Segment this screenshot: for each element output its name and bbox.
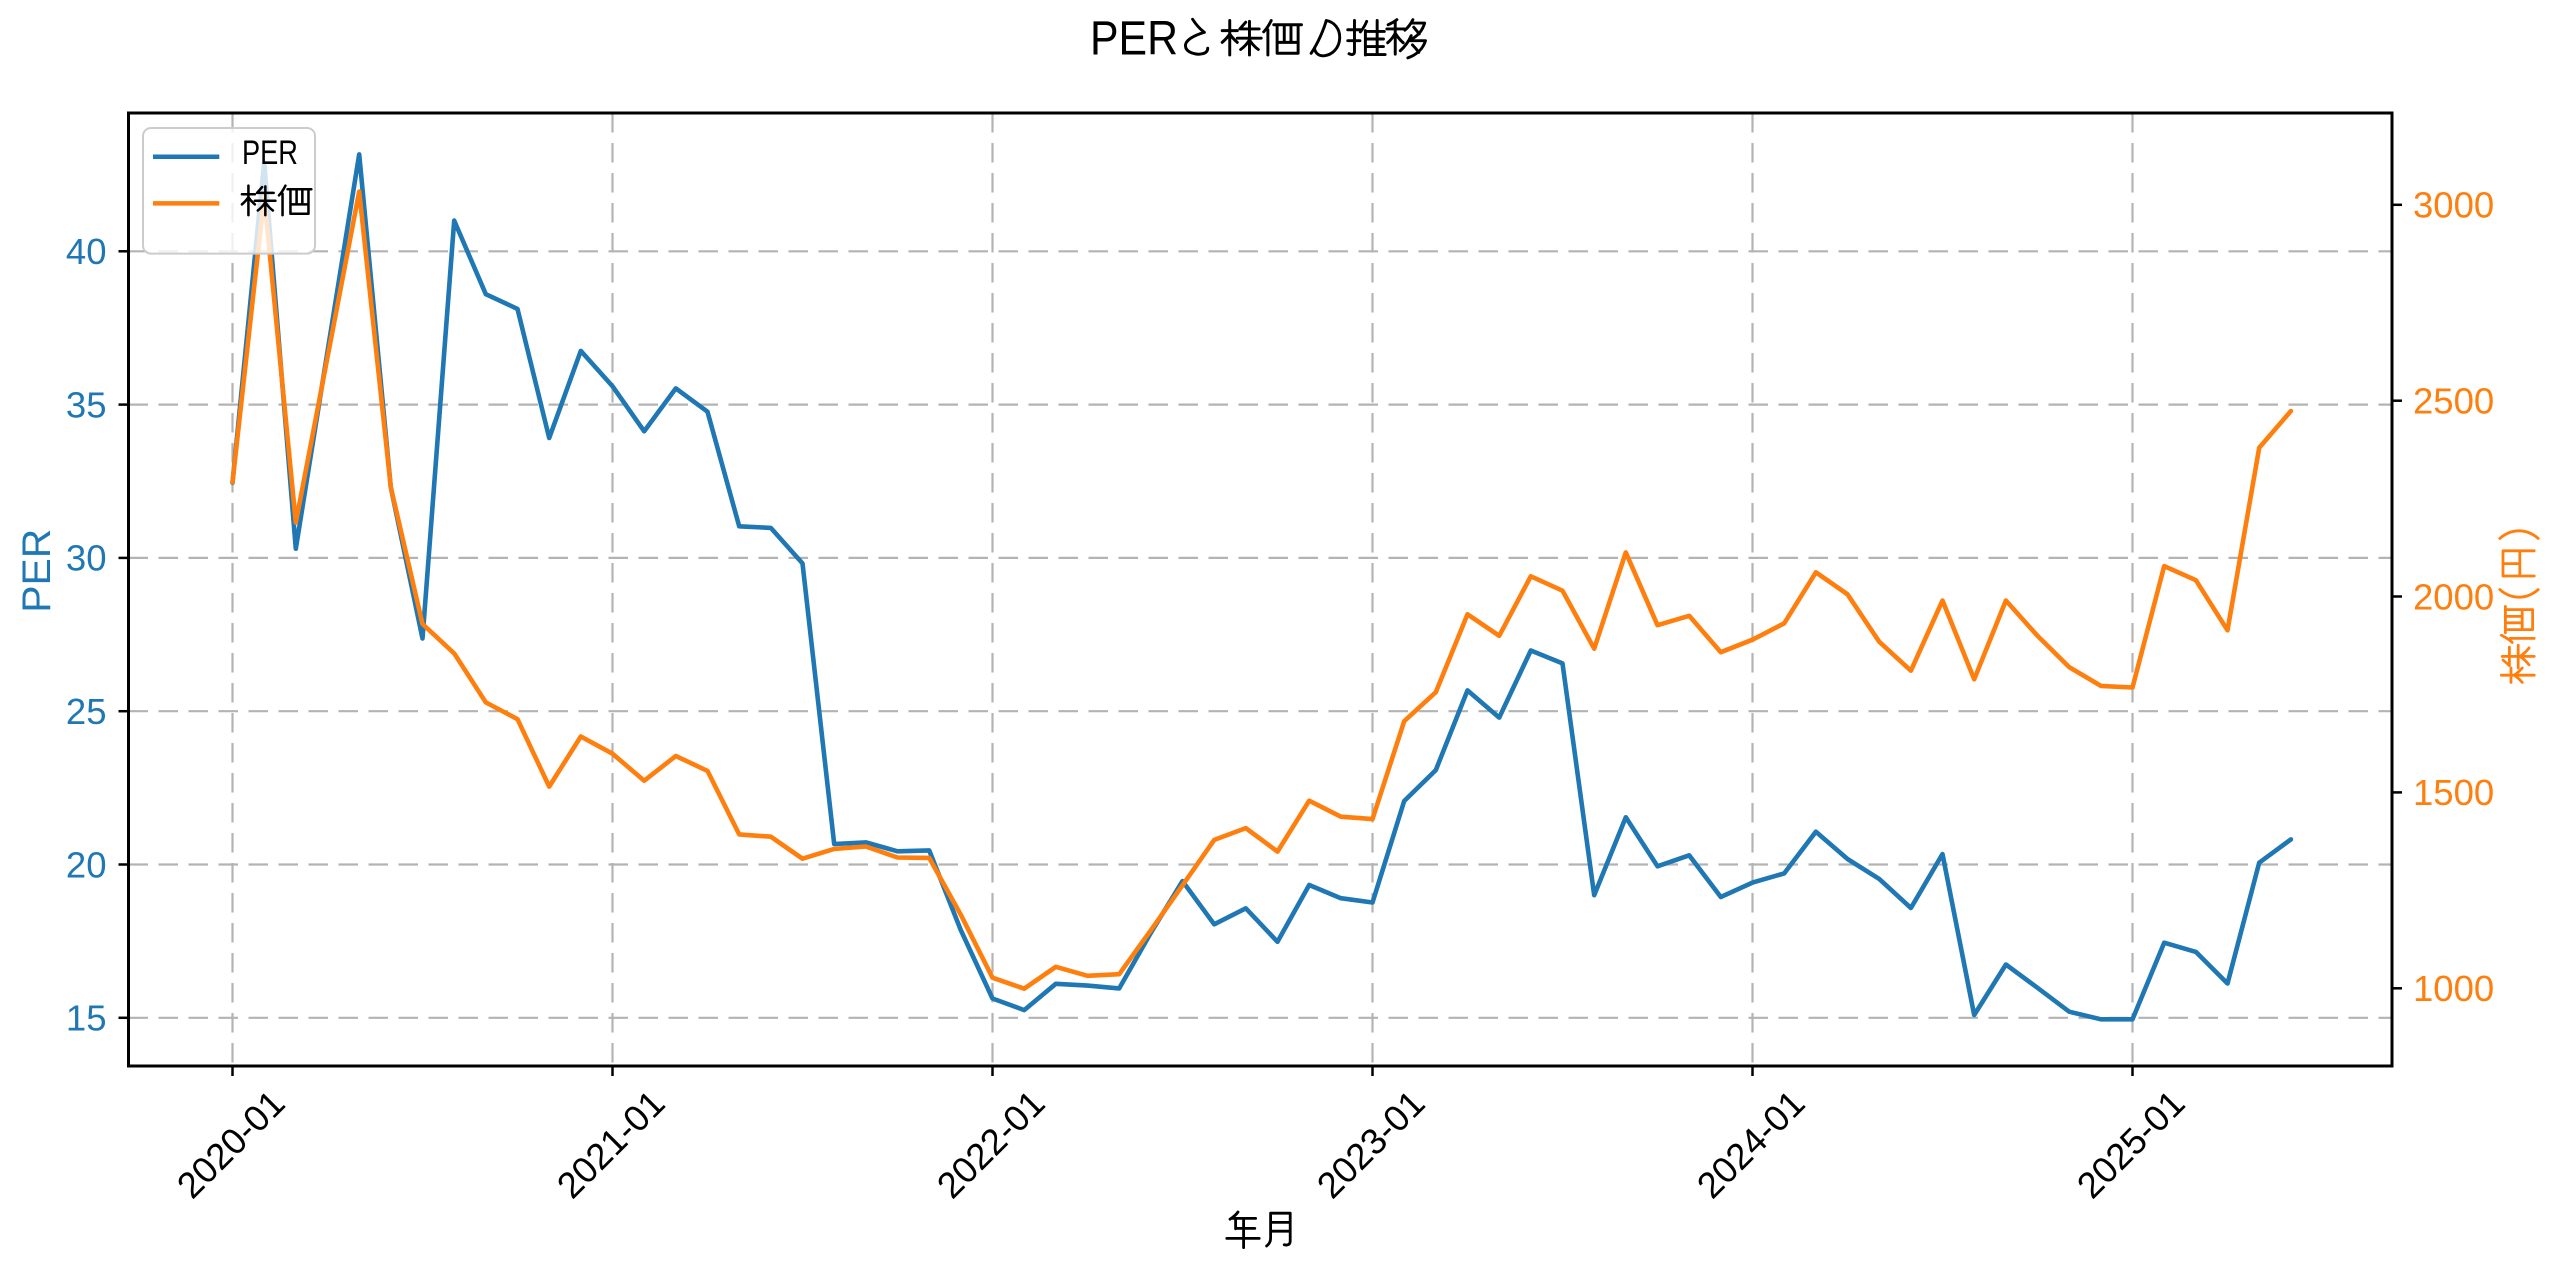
- svg-text:20: 20: [66, 844, 107, 885]
- svg-text:15: 15: [66, 998, 107, 1039]
- svg-text:25: 25: [66, 691, 107, 732]
- svg-text:40: 40: [66, 231, 107, 272]
- svg-text:2500: 2500: [2413, 381, 2494, 422]
- svg-text:1500: 1500: [2413, 772, 2494, 813]
- svg-text:1000: 1000: [2413, 968, 2494, 1009]
- svg-text:35: 35: [66, 384, 107, 425]
- svg-text:3000: 3000: [2413, 185, 2494, 226]
- svg-text:PER: PER: [242, 133, 298, 172]
- svg-text:2000: 2000: [2413, 576, 2494, 617]
- svg-text:PER: PER: [1090, 13, 1178, 66]
- svg-text:30: 30: [66, 538, 107, 579]
- svg-text:PER: PER: [15, 529, 59, 613]
